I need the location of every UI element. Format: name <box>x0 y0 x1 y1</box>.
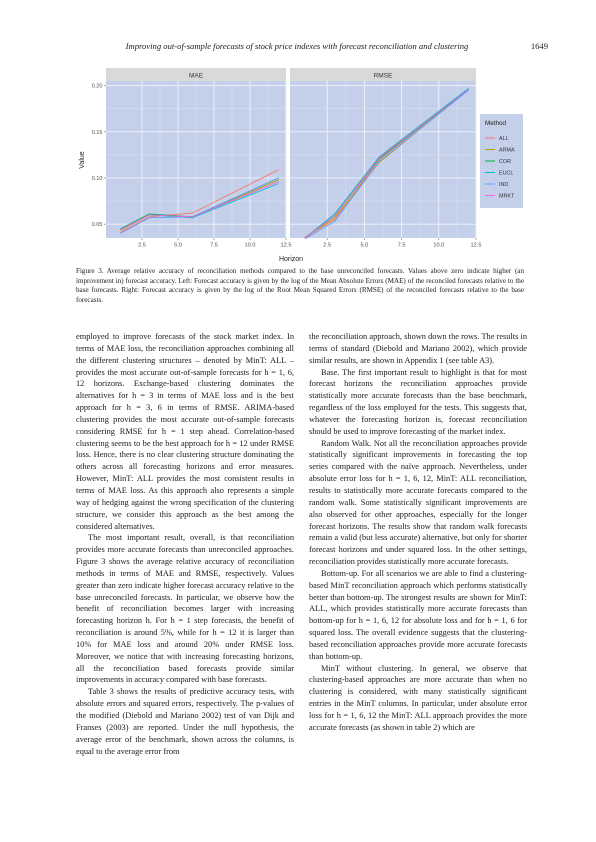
legend-label-arma: ARMA <box>499 148 515 154</box>
legend-label-cor: COR <box>499 159 511 165</box>
right-column: the reconciliation approach, shown down … <box>309 331 527 734</box>
series-line-eucl-rmse <box>304 88 469 239</box>
facet-label: MAE <box>189 73 204 80</box>
page-number: 1649 <box>530 41 548 51</box>
paragraph: the reconciliation approach, shown down … <box>309 332 527 365</box>
paragraph: The most important result, overall, is t… <box>76 533 294 685</box>
running-header: Improving out-of-sample forecasts of sto… <box>92 41 548 55</box>
x-tick-label: 10.0 <box>245 243 256 249</box>
x-axis-title: Horizon <box>279 256 303 262</box>
x-tick-label: 2.5 <box>323 243 331 249</box>
legend-label-mrkt: MRKT <box>499 194 515 200</box>
legend-label-all: ALL <box>499 136 509 142</box>
series-line-mrkt-mae <box>120 181 279 231</box>
x-tick-label: 5.0 <box>174 243 182 249</box>
x-tick-label: 12.5 <box>281 243 292 249</box>
paragraph: Base. The first important result to high… <box>309 367 527 436</box>
x-tick-label: 7.5 <box>210 243 218 249</box>
x-tick-label: 5.0 <box>361 243 369 249</box>
left-column: employed to improve forecasts of the sto… <box>76 331 294 757</box>
facet-label: RMSE <box>374 73 393 80</box>
x-tick-label: 10.0 <box>433 243 444 249</box>
facet-strip <box>106 68 286 81</box>
y-tick-label: 0.05 <box>92 222 103 228</box>
running-title: Improving out-of-sample forecasts of sto… <box>125 41 469 51</box>
x-tick-label: 2.5 <box>138 243 146 249</box>
y-tick-label: 0.20 <box>92 84 103 90</box>
legend-title: Method <box>485 120 507 127</box>
paragraph: MinT without clustering. In general, we … <box>309 663 527 732</box>
x-tick-label: 7.5 <box>398 243 406 249</box>
paragraph: Table 3 shows the results of predictive … <box>76 687 294 756</box>
legend-label-ind: IND <box>499 182 508 188</box>
series-line-ind-mae <box>120 177 279 234</box>
paragraph: Random Walk. Not all the reconciliation … <box>309 438 527 567</box>
figure-3-chart: MAE 2.5 5.0 7.5 10.0 12.5 RMSE 2.5 5.0 7.5 10.0 12.… <box>76 62 524 262</box>
figure-caption: Figure 3. Average relative accuracy of r… <box>76 267 524 304</box>
paragraph: employed to improve forecasts of the sto… <box>76 332 294 531</box>
y-tick-label: 0.10 <box>92 176 103 182</box>
legend-label-eucl: EUCL <box>499 171 513 177</box>
paragraph: Bottom-up. For all scenarios we are able… <box>309 568 527 661</box>
series-line-ind-rmse <box>304 89 469 240</box>
facet-strip <box>290 68 476 81</box>
y-tick-label: 0.15 <box>92 130 103 136</box>
series-line-mrkt-rmse <box>304 88 469 239</box>
x-tick-label: 12.5 <box>471 243 482 249</box>
y-axis-title: Value <box>79 151 86 168</box>
